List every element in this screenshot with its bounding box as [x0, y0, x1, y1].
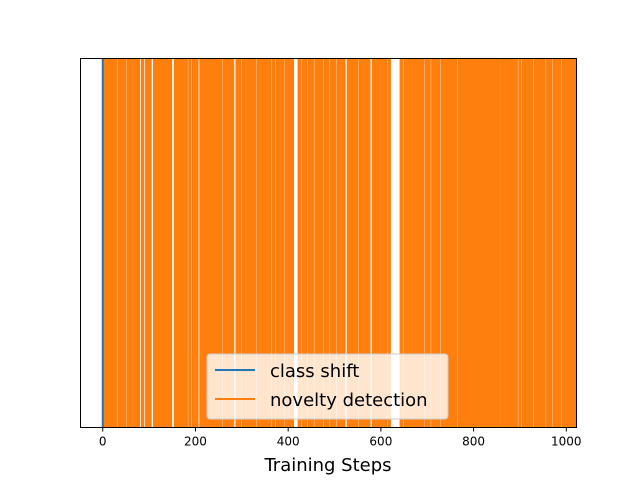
legend-box [206, 353, 449, 420]
x-tick-label: 0 [99, 435, 107, 449]
x-tick-label: 200 [184, 435, 207, 449]
x-axis-label: Training Steps [263, 455, 391, 476]
x-tick-label: 1000 [551, 435, 582, 449]
plot-frame [80, 58, 577, 428]
x-axis-ticks: 0 200 400 600 800 1000 [99, 427, 582, 449]
legend-label-novelty-detection: novelty detection [270, 390, 428, 411]
legend: class shift novelty detection [206, 353, 449, 420]
legend-label-class-shift: class shift [270, 361, 359, 382]
x-tick-label: 600 [369, 435, 392, 449]
x-tick-label: 400 [277, 435, 300, 449]
x-tick-label: 800 [462, 435, 485, 449]
event-lines-group [101, 58, 577, 428]
